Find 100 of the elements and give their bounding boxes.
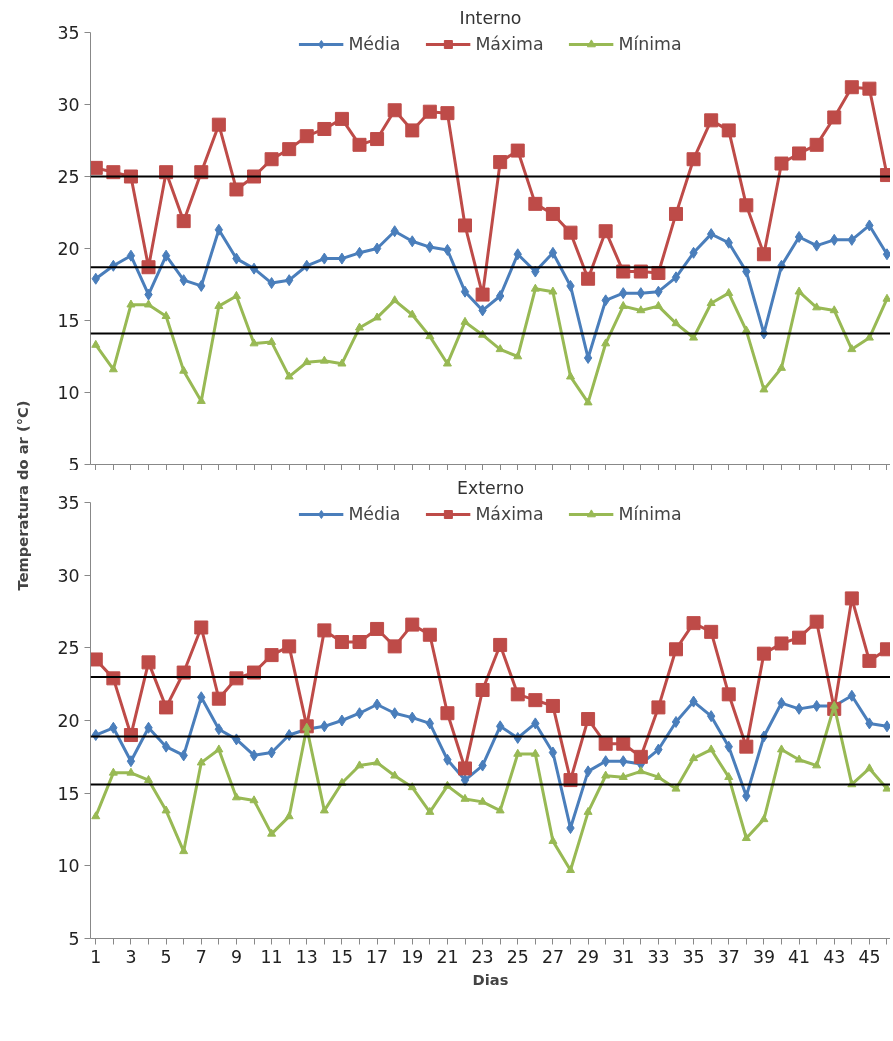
point — [844, 591, 859, 606]
point — [548, 746, 558, 759]
point — [425, 717, 435, 730]
point — [317, 121, 332, 136]
point — [267, 828, 277, 837]
point — [144, 774, 154, 783]
point — [616, 736, 631, 751]
point — [530, 283, 540, 292]
point — [882, 293, 890, 302]
point — [794, 754, 804, 763]
point — [211, 691, 226, 706]
point — [581, 271, 596, 286]
point — [513, 351, 523, 360]
point — [425, 806, 435, 815]
point — [739, 739, 754, 754]
point — [563, 225, 578, 240]
point — [249, 338, 259, 347]
point — [686, 616, 701, 631]
point — [792, 630, 807, 645]
point — [264, 648, 279, 663]
point — [759, 814, 769, 823]
point — [179, 365, 189, 374]
point — [493, 637, 508, 652]
point — [425, 331, 435, 340]
point — [583, 806, 593, 815]
point — [126, 755, 136, 768]
y-tick-label: 5 — [68, 454, 80, 475]
point — [440, 106, 455, 121]
point — [794, 286, 804, 295]
point — [741, 833, 751, 842]
point — [90, 160, 103, 175]
point — [422, 627, 437, 642]
point — [372, 757, 382, 766]
point — [458, 218, 473, 233]
point — [671, 715, 681, 728]
x-tick-label: 25 — [506, 946, 529, 967]
point — [548, 246, 558, 259]
point — [583, 397, 593, 406]
x-tick-label: 9 — [230, 946, 242, 967]
y-tick-label: 5 — [68, 929, 80, 949]
point — [390, 770, 400, 779]
point — [370, 621, 385, 636]
point — [334, 635, 349, 650]
x-tick-label: 1 — [90, 946, 102, 967]
x-tick-label: 31 — [612, 946, 635, 967]
point — [686, 152, 701, 167]
point — [214, 223, 224, 236]
point — [440, 706, 455, 721]
point — [161, 740, 171, 753]
x-tick-label: 21 — [436, 946, 459, 967]
point — [282, 142, 297, 157]
point — [864, 763, 874, 772]
point — [161, 249, 171, 262]
point — [721, 123, 736, 138]
point — [706, 228, 716, 241]
point — [633, 749, 648, 764]
point — [671, 318, 681, 327]
point — [144, 299, 154, 308]
point — [264, 152, 279, 167]
point — [689, 753, 699, 762]
point — [372, 242, 382, 255]
point — [126, 249, 136, 262]
point — [214, 744, 224, 753]
chart-title: Interno — [459, 7, 522, 28]
x-tick-label: 5 — [160, 946, 172, 967]
point — [211, 117, 226, 132]
point — [161, 805, 171, 814]
point — [475, 287, 490, 302]
x-tick-label: 35 — [682, 946, 705, 967]
point — [425, 241, 435, 254]
point — [229, 182, 244, 197]
point — [405, 123, 420, 138]
point — [756, 646, 771, 661]
point — [214, 300, 224, 309]
point — [545, 698, 560, 713]
point — [387, 103, 402, 118]
point — [317, 623, 332, 638]
point — [706, 298, 716, 307]
point — [458, 761, 473, 776]
point — [355, 322, 365, 331]
point — [108, 767, 118, 776]
point — [90, 652, 103, 667]
point — [829, 305, 839, 314]
y-tick-label: 25 — [57, 638, 80, 659]
point — [495, 805, 505, 814]
point — [581, 712, 596, 727]
point — [724, 288, 734, 296]
y-axis-title: Temperatura do ar (°C) — [14, 400, 31, 591]
point — [636, 766, 646, 775]
point — [756, 247, 771, 262]
point — [405, 617, 420, 632]
x-tick-label: 27 — [541, 946, 564, 967]
x-tick-label: 45 — [858, 946, 881, 967]
point — [319, 355, 329, 364]
chart-title: Externo — [456, 477, 525, 498]
point — [495, 344, 505, 353]
legend-label: Máxima — [475, 504, 544, 524]
point — [636, 305, 646, 314]
point — [724, 772, 734, 780]
point — [545, 206, 560, 221]
